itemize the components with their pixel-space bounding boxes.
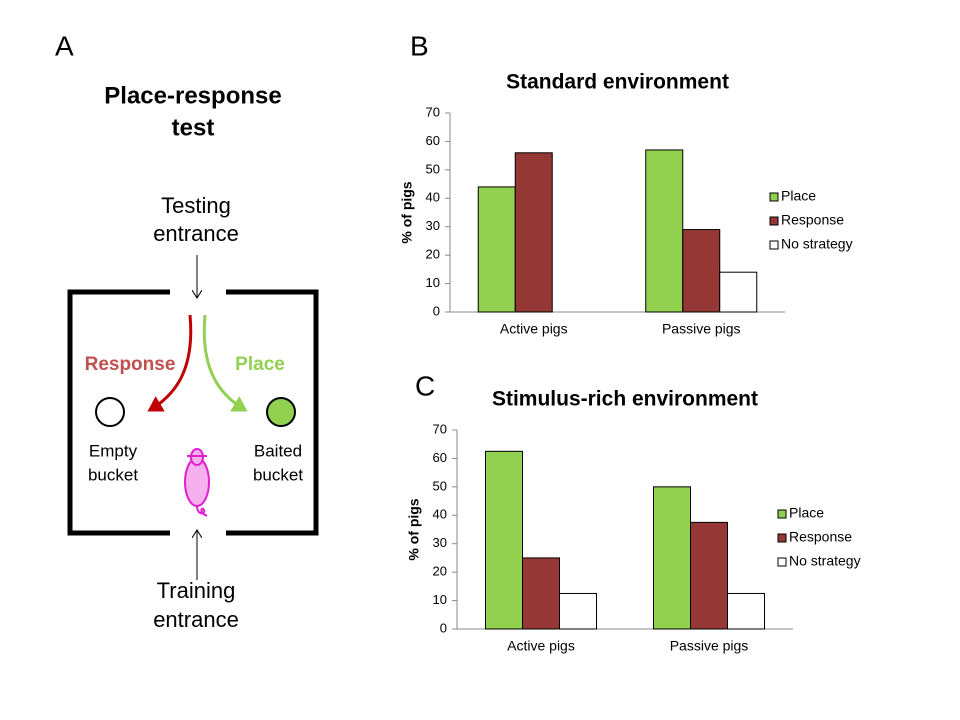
y-tick-label: 30 — [433, 535, 447, 550]
legend-swatch — [777, 557, 787, 567]
y-tick-label: 50 — [426, 161, 440, 176]
y-tick-label: 10 — [433, 592, 447, 607]
y-tick-label: 30 — [426, 218, 440, 233]
diagram-title: test — [172, 114, 215, 141]
y-tick-label: 60 — [426, 133, 440, 148]
y-tick-label: 60 — [433, 450, 447, 465]
response-label: Response — [85, 354, 176, 375]
y-tick-label: 50 — [433, 478, 447, 493]
bar — [485, 450, 523, 630]
legend-swatch — [777, 533, 787, 543]
legend-label: Place — [781, 188, 816, 204]
legend-label: No strategy — [781, 236, 853, 252]
legend-label: Response — [789, 529, 852, 545]
bar — [477, 186, 516, 313]
bucket-label: Baited — [254, 441, 302, 460]
panel-label: B — [410, 30, 429, 61]
panel-label: C — [415, 370, 435, 401]
chart-title: Stimulus-rich environment — [492, 388, 758, 411]
entrance-label: entrance — [153, 607, 239, 632]
y-tick-label: 20 — [426, 247, 440, 262]
legend-label: Place — [789, 505, 824, 521]
bar — [653, 486, 691, 630]
legend-label: No strategy — [789, 553, 861, 569]
y-tick-label: 40 — [426, 190, 440, 205]
legend-swatch — [769, 216, 779, 226]
bar — [690, 521, 728, 630]
diagram-title: Place-response — [104, 82, 281, 109]
y-axis-label: % of pigs — [399, 181, 415, 243]
legend-swatch — [769, 192, 779, 202]
y-tick-label: 20 — [433, 564, 447, 579]
panel-label: A — [55, 30, 74, 61]
legend-swatch — [769, 240, 779, 250]
entrance-label: Testing — [161, 193, 231, 218]
empty-bucket — [95, 397, 125, 427]
y-tick-label: 0 — [440, 620, 447, 635]
y-tick-label: 40 — [433, 507, 447, 522]
place-label: Place — [235, 354, 285, 375]
bucket-label: bucket — [253, 465, 303, 484]
baited-bucket — [266, 397, 296, 427]
x-tick-label: Active pigs — [507, 638, 575, 654]
bar — [559, 592, 597, 630]
x-tick-label: Passive pigs — [670, 638, 749, 654]
entrance-label: entrance — [153, 221, 239, 246]
x-tick-label: Active pigs — [500, 321, 568, 337]
bucket-label: bucket — [88, 465, 138, 484]
x-tick-label: Passive pigs — [662, 321, 741, 337]
pig — [184, 448, 210, 517]
bar — [645, 149, 684, 313]
place-arrow — [202, 314, 248, 412]
y-axis-label: % of pigs — [406, 498, 422, 560]
bar — [682, 229, 721, 313]
bar — [727, 592, 765, 630]
bar — [719, 271, 758, 313]
bucket-label: Empty — [89, 441, 138, 460]
chart-title: Standard environment — [506, 71, 729, 94]
bar — [514, 152, 553, 313]
response-arrow — [147, 314, 193, 412]
bar — [522, 557, 560, 630]
y-tick-label: 70 — [426, 104, 440, 119]
legend-swatch — [777, 509, 787, 519]
y-tick-label: 0 — [433, 303, 440, 318]
y-tick-label: 70 — [433, 421, 447, 436]
entrance-label: Training — [157, 578, 236, 603]
maze — [67, 289, 319, 536]
y-tick-label: 10 — [426, 275, 440, 290]
legend-label: Response — [781, 212, 844, 228]
